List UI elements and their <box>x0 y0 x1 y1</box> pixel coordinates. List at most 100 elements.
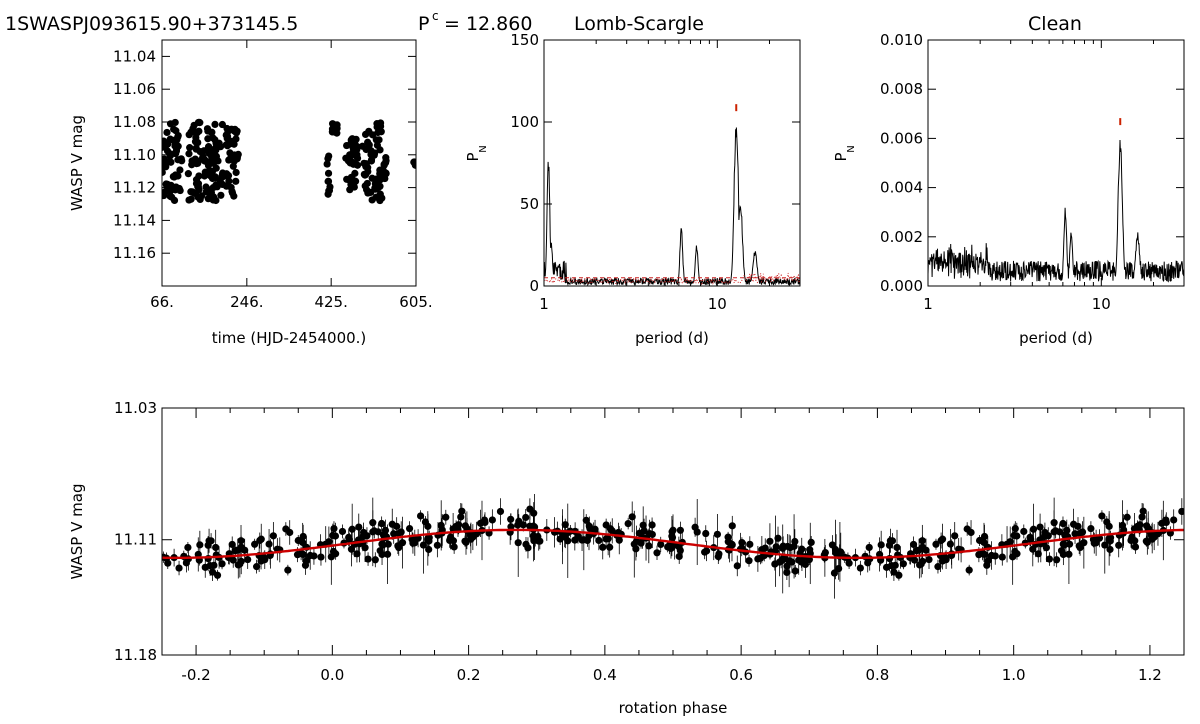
phase-point <box>1178 507 1184 516</box>
lightcurve-point <box>233 127 241 135</box>
phase-point <box>405 524 414 533</box>
lightcurve-point <box>212 164 220 172</box>
lightcurve-point <box>346 151 354 159</box>
phase-point <box>338 527 347 536</box>
clean-ylabel-sub: N <box>846 145 857 152</box>
lightcurve-point <box>198 148 206 156</box>
phase-point <box>615 536 623 544</box>
phase-point <box>376 547 384 555</box>
clean-title: Clean <box>1028 13 1082 35</box>
lightcurve-point <box>185 131 193 139</box>
phase-point <box>425 537 433 545</box>
lightcurve-ytick-label: 11.16 <box>113 244 156 262</box>
lightcurve-ytick-label: 11.04 <box>113 47 156 65</box>
phase-point <box>564 537 572 545</box>
lightcurve-point <box>367 188 375 196</box>
phase-point <box>702 547 711 555</box>
phase-point <box>806 546 814 554</box>
phase-point <box>370 527 378 535</box>
phase-point <box>1011 524 1019 533</box>
phase-point <box>1011 547 1019 556</box>
lightcurve-point <box>368 131 377 139</box>
phase-point <box>257 557 265 565</box>
lightcurve-point <box>323 160 331 168</box>
phase-point <box>582 516 590 524</box>
lightcurve-point <box>204 143 213 151</box>
phase-point <box>998 553 1006 561</box>
phase-point <box>284 566 292 574</box>
lightcurve-point <box>353 151 361 159</box>
phase-point <box>932 540 940 548</box>
lightcurve-xtick-label: 605. <box>399 293 432 311</box>
phase-point <box>331 532 340 540</box>
phase-point <box>446 536 454 545</box>
phase-point <box>1098 512 1106 520</box>
phase-point <box>164 559 172 567</box>
lightcurve-ylabel: WASP V mag <box>68 115 86 211</box>
phase-point <box>934 563 942 571</box>
phase-point <box>713 530 722 538</box>
periodogram-ylabel: P <box>464 152 482 161</box>
phase-point <box>668 532 676 540</box>
phase-point <box>918 543 927 551</box>
lightcurve-point <box>232 177 240 185</box>
phase-point <box>395 529 403 538</box>
lightcurve-point <box>381 174 389 183</box>
phase-point <box>237 543 245 551</box>
phase-point <box>784 542 792 551</box>
phase-point <box>595 536 603 545</box>
lightcurve-point <box>363 179 371 188</box>
lightcurve-point <box>211 120 219 129</box>
lightcurve-point <box>377 128 385 136</box>
phase-point <box>664 543 672 551</box>
lightcurve-point <box>166 135 174 143</box>
phase-point <box>507 523 515 531</box>
phase-point <box>746 540 754 548</box>
phase-point <box>301 561 310 569</box>
phase-xlabel: rotation phase <box>619 699 728 717</box>
phase-point <box>1034 550 1042 558</box>
phase-point <box>676 526 684 534</box>
periodogram-power-line <box>544 127 800 286</box>
phase-point <box>877 541 885 549</box>
phase-point <box>599 543 607 551</box>
phase-point <box>801 560 810 569</box>
phase-point <box>893 543 901 552</box>
phase-point <box>876 550 884 559</box>
phase-xtick-label: 0.2 <box>457 666 481 684</box>
phase-point <box>496 507 505 516</box>
phase-point <box>228 540 236 549</box>
phase-point <box>632 537 641 545</box>
lightcurve-point <box>162 143 166 151</box>
lightcurve-point <box>229 162 237 170</box>
phase-point <box>791 537 799 546</box>
phase-point <box>256 536 264 545</box>
lightcurve-point <box>343 141 351 150</box>
phase-point <box>208 568 217 576</box>
phase-point <box>1087 524 1095 533</box>
phase-ytick-label: 11.18 <box>114 646 157 664</box>
phase-point <box>519 521 527 529</box>
periodogram-ytick-label: 0 <box>529 277 539 295</box>
clean-xlabel: period (d) <box>1019 329 1093 347</box>
phase-point <box>201 563 209 571</box>
lightcurve-point <box>166 152 174 160</box>
phase-point <box>980 532 989 541</box>
phase-point <box>383 550 392 558</box>
phase-point <box>1020 527 1028 536</box>
phase-point <box>714 552 722 561</box>
lightcurve-point <box>169 172 177 181</box>
lightcurve-point <box>348 136 357 144</box>
phase-point <box>828 541 837 549</box>
phase-point <box>1139 507 1147 515</box>
phase-point <box>1059 519 1067 528</box>
lightcurve-point <box>212 146 220 154</box>
lightcurve-point <box>168 193 176 201</box>
phase-point <box>524 544 532 552</box>
phase-point <box>1042 544 1050 552</box>
phase-point <box>1026 533 1034 541</box>
lightcurve-point <box>324 169 333 177</box>
phase-point <box>535 537 543 545</box>
lightcurve-point <box>188 157 196 165</box>
phase-point <box>442 513 450 521</box>
